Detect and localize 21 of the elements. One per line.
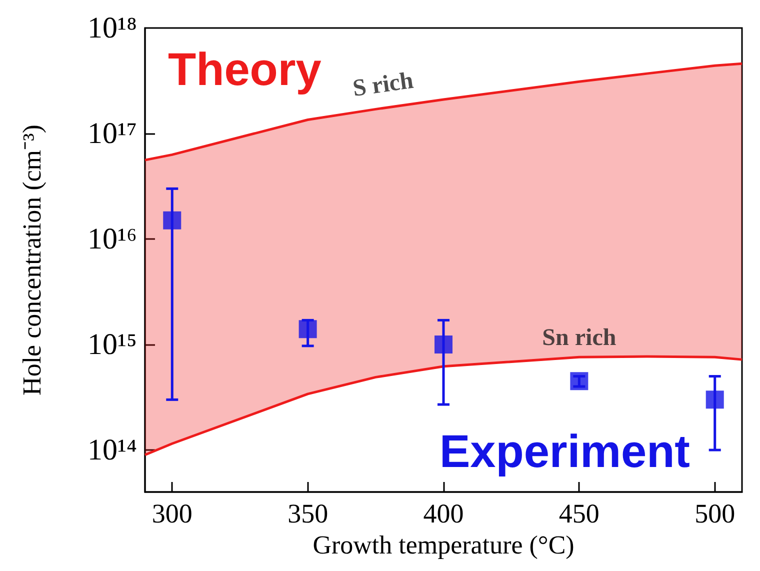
- x-tick-label: 500: [694, 498, 736, 528]
- point: [298, 320, 317, 338]
- y-tick-label: 10¹⁸: [88, 12, 137, 44]
- x-tick-label: 400: [423, 498, 464, 528]
- point: [706, 390, 724, 409]
- x-tick-label: 450: [558, 498, 600, 528]
- point: [163, 211, 182, 230]
- point: [434, 336, 452, 354]
- point: [570, 372, 588, 390]
- annotation: Experiment: [439, 425, 690, 477]
- y-tick-label: 10¹⁶: [88, 222, 137, 256]
- y-tick-label: 10¹⁷: [88, 117, 137, 150]
- series-label: Sn rich: [542, 325, 616, 352]
- x-tick-label: 300: [152, 498, 192, 528]
- y-axis-title: Hole concentration (cm⁻³): [18, 124, 46, 396]
- y-tick-label: 10¹⁵: [88, 328, 137, 362]
- x-tick-label: 350: [288, 498, 328, 528]
- text: S rich: [351, 68, 415, 102]
- y-tick-label: 10¹⁴: [88, 434, 137, 467]
- annotation: Theory: [168, 43, 322, 95]
- x-axis-title: Growth temperature (°C): [312, 530, 574, 560]
